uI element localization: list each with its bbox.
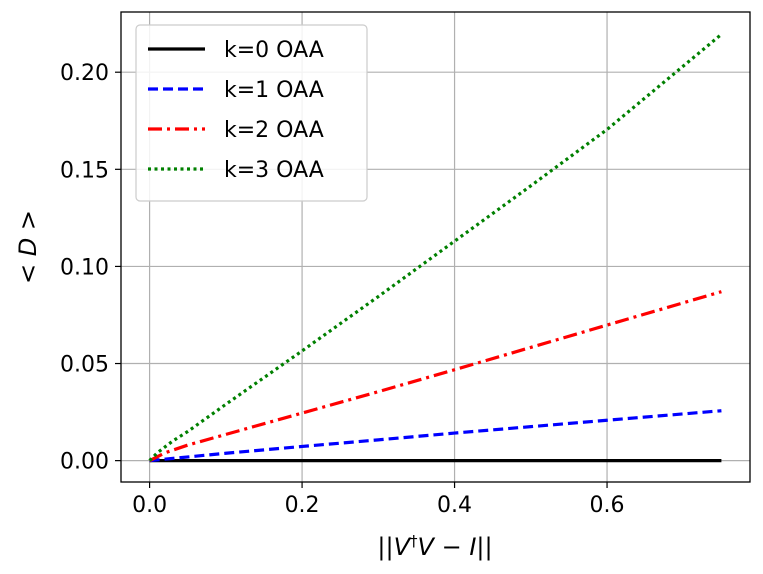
- legend-label-k0: k=0 OAA: [224, 38, 324, 63]
- plot-frame: [120, 11, 751, 483]
- axis-ticks: 0.0 0.2 0.4 0.6 0.00 0.05 0.10 0.15 0.20: [60, 61, 625, 518]
- x-tick-label: 0.0: [132, 493, 167, 518]
- x-tick-label: 0.6: [590, 493, 625, 518]
- y-tick-label: 0.20: [60, 61, 109, 86]
- x-axis-label: ||V†V − I||: [377, 532, 492, 561]
- x-tick-label: 0.2: [285, 493, 320, 518]
- legend-label-k3: k=3 OAA: [224, 158, 324, 183]
- y-tick-label: 0.00: [60, 450, 109, 475]
- series-line-k3: [148, 33, 723, 462]
- y-tick-label: 0.05: [60, 353, 109, 378]
- legend: k=0 OAA k=1 OAA k=2 OAA k=3 OAA: [135, 24, 368, 202]
- x-tick-label: 0.4: [437, 493, 472, 518]
- y-tick-label: 0.15: [60, 158, 109, 183]
- series-line-k2: [148, 290, 722, 463]
- y-axis-label: < D >: [14, 210, 42, 284]
- legend-label-k2: k=2 OAA: [224, 118, 324, 143]
- legend-box: [135, 24, 368, 202]
- series-layer: [148, 33, 723, 463]
- y-tick-label: 0.10: [60, 255, 109, 280]
- legend-label-k1: k=1 OAA: [224, 78, 324, 103]
